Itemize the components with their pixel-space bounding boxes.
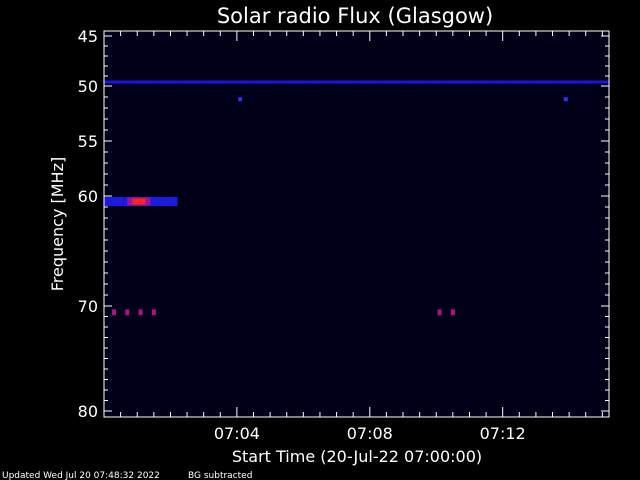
y-tick-label: 45 [78, 27, 98, 46]
x-tick-label: 07:04 [214, 424, 260, 443]
emission-spot [151, 309, 156, 316]
updated-timestamp: Updated Wed Jul 20 07:48:32 2022 [2, 471, 160, 480]
emission-spot [563, 97, 568, 102]
y-tick-label: 55 [78, 132, 98, 151]
y-axis: 45 50 55 60 70 80 [78, 27, 609, 421]
y-tick-label: 70 [78, 297, 98, 316]
x-axis: 07:04 07:08 07:12 [120, 31, 603, 443]
emission-spot [450, 309, 455, 316]
y-axis-label: Frequency [MHz] [48, 157, 67, 291]
emission-hotspot [127, 197, 151, 206]
emission-band [104, 80, 610, 84]
heatmap-background [104, 31, 609, 417]
emission-spot [111, 309, 116, 316]
chart-title: Solar radio Flux (Glasgow) [217, 4, 493, 28]
emission-spot [238, 97, 243, 102]
background-note: BG subtracted [188, 471, 252, 480]
emission-spot [437, 309, 442, 316]
y-tick-label: 80 [78, 402, 98, 421]
x-tick-label: 07:08 [347, 424, 393, 443]
y-tick-label: 50 [78, 77, 98, 96]
emission-spot [125, 309, 130, 316]
y-tick-label: 60 [78, 187, 98, 206]
x-tick-label: 07:12 [480, 424, 526, 443]
emission-spot [138, 309, 143, 316]
x-axis-label: Start Time (20-Jul-22 07:00:00) [232, 447, 482, 466]
plot-frame [103, 30, 610, 418]
spectrogram-heatmap [104, 31, 610, 417]
